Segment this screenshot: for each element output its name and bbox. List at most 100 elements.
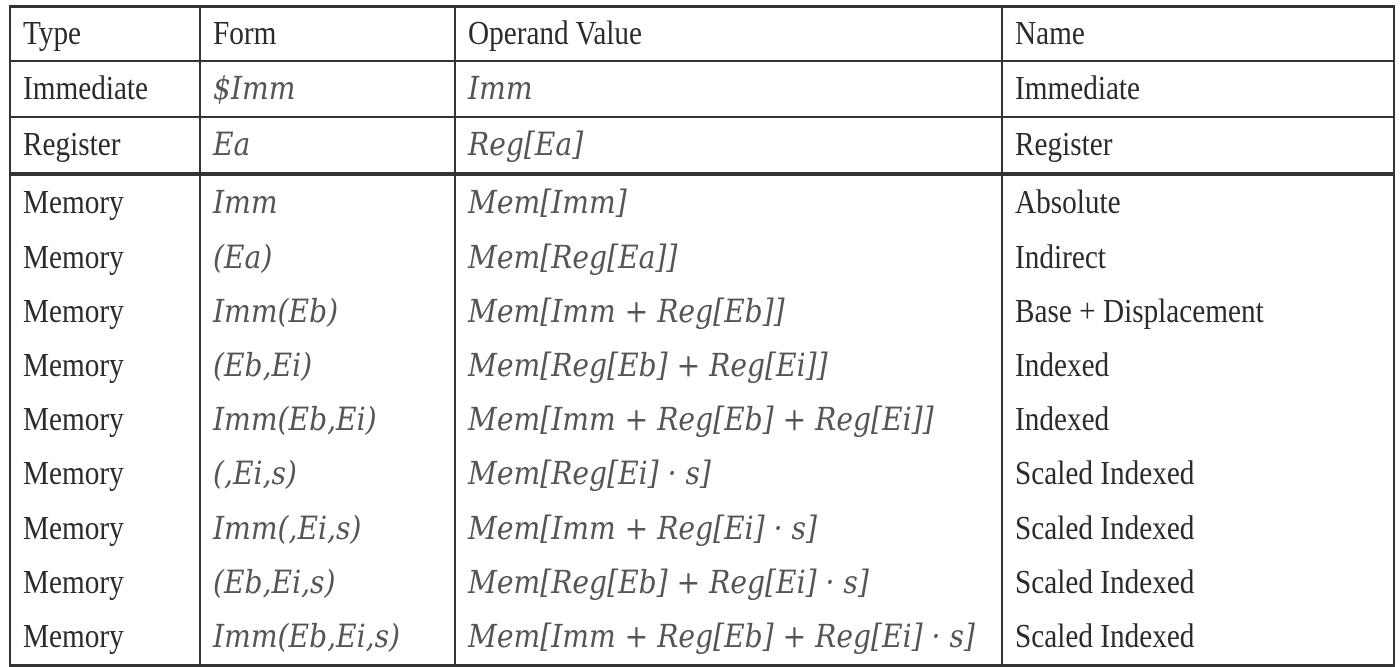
type-text: Memory — [23, 455, 124, 493]
name-text: Register — [1015, 126, 1113, 164]
form-text: Imm(Eb) — [213, 291, 339, 330]
operand-value-text: Mem[Imm] — [468, 183, 627, 222]
type-text: Memory — [23, 184, 124, 222]
name-text: Scaled Indexed — [1015, 563, 1195, 601]
name-text: Scaled Indexed — [1015, 509, 1195, 547]
form-text: Imm(Eb,Ei) — [213, 400, 377, 439]
type-text: Memory — [23, 563, 124, 601]
header-cell-name: Name — [1001, 5, 1395, 61]
form-cell: (Ea) — [199, 230, 456, 285]
operand-value-text: Mem[Imm + Reg[Ei] · s] — [468, 508, 817, 547]
name-cell: Indirect — [1001, 230, 1395, 285]
name-text: Indexed — [1015, 401, 1110, 439]
form-cell: Imm — [199, 172, 456, 231]
name-cell: Absolute — [1001, 172, 1395, 231]
operand-value-text: Imm — [468, 69, 533, 108]
operand-value-cell: Mem[Imm] — [454, 172, 1003, 231]
table-row: Memory (Ea) Mem[Reg[Ea]] Indirect — [9, 230, 1395, 285]
header-cell-type: Type — [9, 5, 201, 61]
operand-value-cell: Mem[Reg[Eb] + Reg[Ei]] — [454, 338, 1003, 394]
type-cell: Register — [9, 116, 201, 175]
name-cell: Register — [1001, 116, 1395, 175]
operand-value-text: Mem[Reg[Eb] + Reg[Ei]] — [468, 346, 828, 385]
operand-value-text: Mem[Imm + Reg[Eb]] — [468, 291, 785, 330]
operand-value-text: Mem[Reg[Ei] · s] — [468, 454, 711, 493]
operand-value-cell: Mem[Reg[Ea]] — [454, 230, 1003, 285]
type-cell: Memory — [9, 284, 201, 339]
operand-value-text: Mem[Reg[Ea]] — [468, 237, 678, 276]
form-text: (Eb,Ei) — [213, 346, 313, 385]
name-cell: Scaled Indexed — [1001, 609, 1395, 667]
form-text: (Eb,Ei,s) — [213, 562, 336, 601]
table-row: Memory Imm Mem[Imm] Absolute — [9, 172, 1395, 231]
form-cell: Imm(Eb,Ei,s) — [199, 609, 456, 667]
form-text: (Ea) — [213, 237, 273, 276]
form-text: Imm(,Ei,s) — [213, 508, 362, 547]
operand-value-cell: Imm — [454, 59, 1003, 118]
operand-value-text: Mem[Reg[Eb] + Reg[Ei] · s] — [468, 562, 869, 601]
type-text: Register — [23, 126, 121, 164]
header-name-label: Name — [1015, 15, 1085, 52]
name-cell: Scaled Indexed — [1001, 501, 1395, 556]
header-cell-operand-value: Operand Value — [454, 5, 1003, 61]
form-cell: Imm(Eb) — [199, 284, 456, 339]
form-text: $Imm — [213, 69, 296, 108]
name-cell: Indexed — [1001, 338, 1395, 394]
operand-value-text: Reg[Ea] — [468, 125, 584, 164]
form-cell: $Imm — [199, 59, 456, 118]
table-row: Memory Imm(,Ei,s) Mem[Imm + Reg[Ei] · s]… — [9, 501, 1395, 556]
name-text: Scaled Indexed — [1015, 455, 1195, 493]
table-row: Memory Imm(Eb,Ei,s) Mem[Imm + Reg[Eb] + … — [9, 609, 1395, 667]
form-text: Imm(Eb,Ei,s) — [213, 616, 400, 655]
operand-value-cell: Mem[Imm + Reg[Eb] + Reg[Ei] · s] — [454, 609, 1003, 667]
name-cell: Immediate — [1001, 59, 1395, 118]
table-row: Register Ea Reg[Ea] Register — [9, 116, 1395, 175]
form-cell: (Eb,Ei) — [199, 338, 456, 394]
type-text: Memory — [23, 617, 124, 655]
form-cell: (,Ei,s) — [199, 447, 456, 502]
table-row: Memory (Eb,Ei,s) Mem[Reg[Eb] + Reg[Ei] ·… — [9, 555, 1395, 610]
form-text: Ea — [213, 125, 251, 164]
operand-value-cell: Reg[Ea] — [454, 116, 1003, 175]
type-cell: Memory — [9, 609, 201, 667]
name-text: Scaled Indexed — [1015, 617, 1195, 655]
type-cell: Memory — [9, 393, 201, 448]
operand-value-cell: Mem[Reg[Eb] + Reg[Ei] · s] — [454, 555, 1003, 610]
form-cell: (Eb,Ei,s) — [199, 555, 456, 610]
type-cell: Memory — [9, 555, 201, 610]
name-cell: Scaled Indexed — [1001, 447, 1395, 502]
form-cell: Ea — [199, 116, 456, 175]
name-text: Immediate — [1015, 70, 1141, 108]
name-text: Indexed — [1015, 347, 1110, 385]
form-text: (,Ei,s) — [213, 454, 297, 493]
operand-value-cell: Mem[Imm + Reg[Eb] + Reg[Ei]] — [454, 393, 1003, 448]
form-cell: Imm(Eb,Ei) — [199, 393, 456, 448]
form-text: Imm — [213, 183, 278, 222]
operand-value-cell: Mem[Reg[Ei] · s] — [454, 447, 1003, 502]
operand-value-cell: Mem[Imm + Reg[Ei] · s] — [454, 501, 1003, 556]
type-text: Memory — [23, 292, 124, 330]
table-row: Memory (Eb,Ei) Mem[Reg[Eb] + Reg[Ei]] In… — [9, 338, 1395, 394]
type-cell: Memory — [9, 501, 201, 556]
type-cell: Memory — [9, 172, 201, 231]
type-cell: Memory — [9, 230, 201, 285]
addressing-modes-table-container: Type Form Operand Value Name Immediate $… — [9, 5, 1395, 667]
header-operand-value-label: Operand Value — [468, 15, 643, 52]
operand-value-cell: Mem[Imm + Reg[Eb]] — [454, 284, 1003, 339]
table-header-row: Type Form Operand Value Name — [9, 5, 1395, 61]
name-cell: Indexed — [1001, 393, 1395, 448]
name-cell: Base + Displacement — [1001, 284, 1395, 339]
type-text: Memory — [23, 401, 124, 439]
addressing-modes-table: Type Form Operand Value Name Immediate $… — [9, 5, 1395, 667]
name-text: Indirect — [1015, 238, 1106, 276]
form-cell: Imm(,Ei,s) — [199, 501, 456, 556]
table-row: Memory Imm(Eb,Ei) Mem[Imm + Reg[Eb] + Re… — [9, 393, 1395, 448]
type-cell: Immediate — [9, 59, 201, 118]
name-text: Base + Displacement — [1015, 292, 1264, 330]
header-type-label: Type — [23, 15, 82, 52]
type-cell: Memory — [9, 338, 201, 394]
type-cell: Memory — [9, 447, 201, 502]
type-text: Memory — [23, 347, 124, 385]
table-row: Immediate $Imm Imm Immediate — [9, 59, 1395, 118]
type-text: Memory — [23, 509, 124, 547]
